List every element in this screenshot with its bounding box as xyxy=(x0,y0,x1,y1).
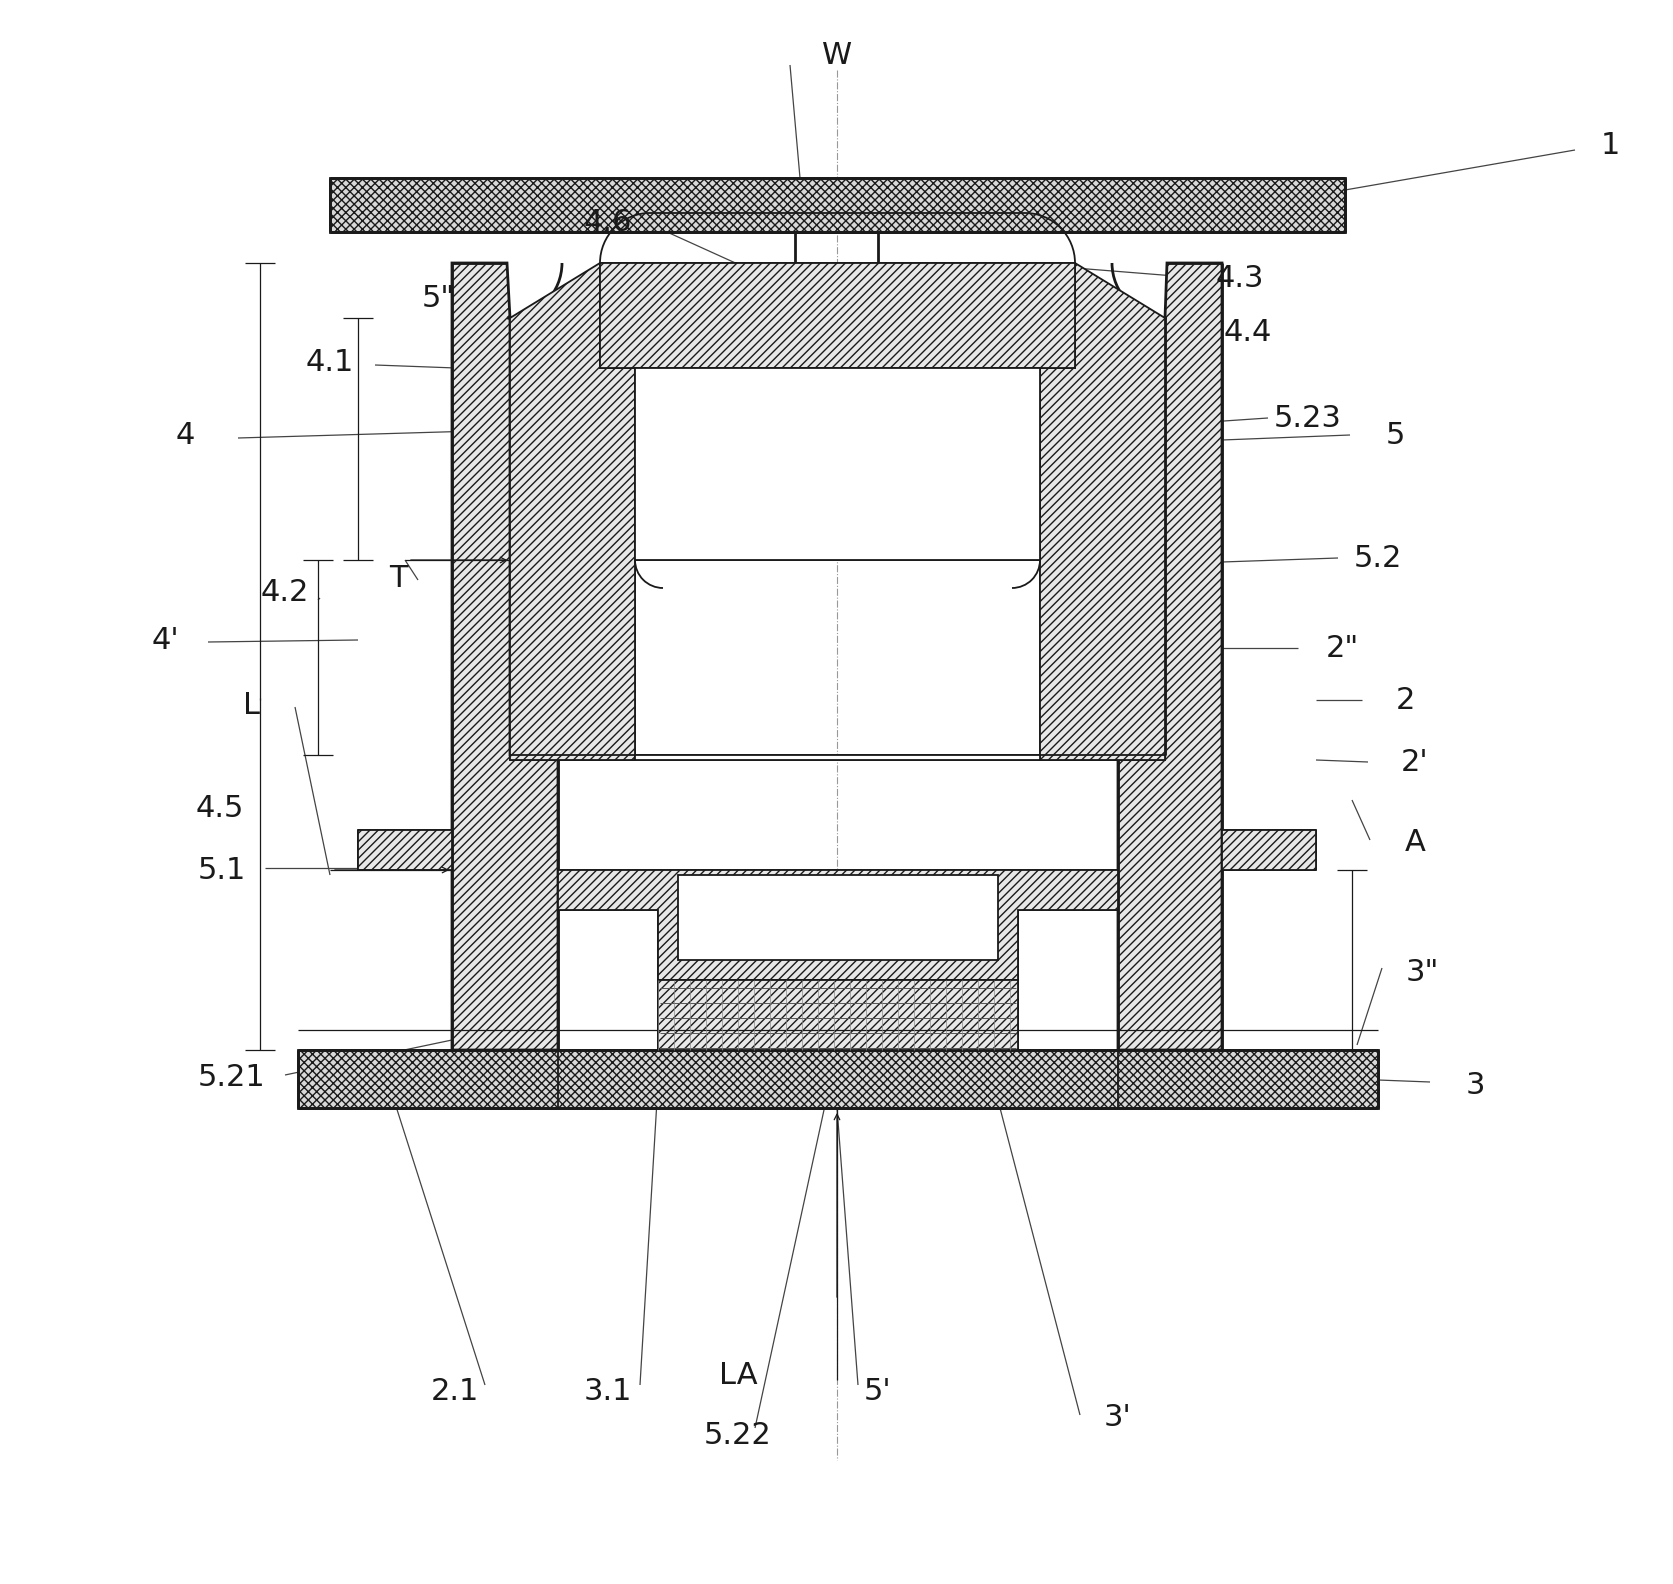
Text: 3: 3 xyxy=(1464,1071,1484,1099)
Text: 2.1: 2.1 xyxy=(430,1378,478,1407)
Text: 3": 3" xyxy=(1404,957,1437,987)
Text: L: L xyxy=(243,691,261,719)
Text: 4': 4' xyxy=(151,626,179,654)
Text: 4.4: 4.4 xyxy=(1223,317,1271,347)
Text: 5.23: 5.23 xyxy=(1273,404,1342,432)
Text: T: T xyxy=(388,564,407,592)
Text: 2': 2' xyxy=(1400,748,1429,776)
Polygon shape xyxy=(657,980,1017,1050)
Text: 3.1: 3.1 xyxy=(584,1378,632,1407)
Text: 5: 5 xyxy=(1385,420,1404,450)
Polygon shape xyxy=(510,756,634,760)
Polygon shape xyxy=(1039,756,1164,760)
Text: 5.2: 5.2 xyxy=(1353,543,1402,572)
Polygon shape xyxy=(678,874,997,960)
Polygon shape xyxy=(1039,263,1164,760)
Text: 2": 2" xyxy=(1325,634,1358,662)
Polygon shape xyxy=(634,367,1039,561)
Text: 3': 3' xyxy=(1104,1403,1131,1432)
Text: 4.5: 4.5 xyxy=(196,794,244,822)
Polygon shape xyxy=(358,830,452,870)
Polygon shape xyxy=(510,263,634,760)
Polygon shape xyxy=(599,263,1074,367)
Text: 4: 4 xyxy=(176,420,194,450)
Text: LA: LA xyxy=(718,1361,756,1389)
Text: 2: 2 xyxy=(1395,686,1414,714)
Polygon shape xyxy=(634,756,1039,760)
Polygon shape xyxy=(330,177,1343,231)
Text: 5.22: 5.22 xyxy=(704,1421,771,1449)
Text: 4.2: 4.2 xyxy=(261,578,310,607)
Text: W: W xyxy=(821,41,852,70)
Polygon shape xyxy=(1221,830,1315,870)
Text: 4.3: 4.3 xyxy=(1215,263,1263,293)
Polygon shape xyxy=(298,1050,1377,1107)
Text: 5.21: 5.21 xyxy=(197,1063,266,1093)
Text: A: A xyxy=(1404,827,1425,857)
Text: 5": 5" xyxy=(422,284,455,312)
Text: 5.1: 5.1 xyxy=(197,855,246,884)
Text: 4.6: 4.6 xyxy=(584,208,632,236)
Text: 5': 5' xyxy=(863,1378,892,1407)
Polygon shape xyxy=(1118,263,1221,1050)
Text: 4.1: 4.1 xyxy=(306,347,355,377)
Polygon shape xyxy=(557,870,1118,980)
Text: 1: 1 xyxy=(1599,130,1619,160)
Polygon shape xyxy=(452,263,557,1050)
